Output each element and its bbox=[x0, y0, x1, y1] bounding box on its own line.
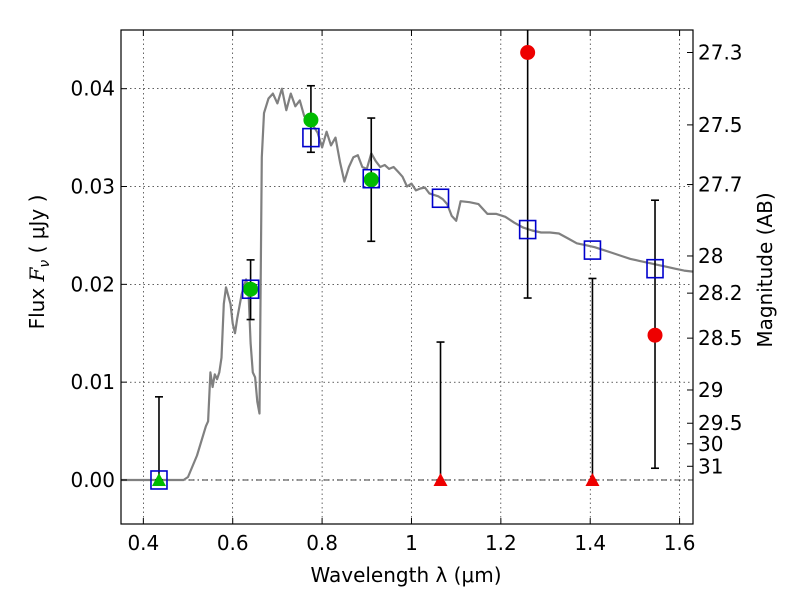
y-tick-label: 0.03 bbox=[70, 175, 115, 199]
model-point-marker bbox=[302, 127, 320, 148]
detection-limit-marker bbox=[151, 472, 166, 486]
right-tick-label: 29 bbox=[698, 378, 723, 402]
model-point-marker bbox=[646, 258, 664, 279]
y-tick-label: 0.00 bbox=[70, 468, 115, 492]
right-tick-label: 27.3 bbox=[698, 40, 743, 64]
right-tick-label: 31 bbox=[698, 454, 723, 478]
model-point-marker bbox=[150, 470, 168, 490]
x-tick-label: 1.4 bbox=[574, 531, 606, 555]
right-tick-label: 30 bbox=[698, 432, 723, 456]
y-tick-label: 0.01 bbox=[70, 370, 115, 394]
detection-marker bbox=[363, 172, 379, 188]
markers bbox=[150, 44, 664, 490]
plot-frame bbox=[120, 29, 694, 525]
x-tick-label: 0.4 bbox=[127, 531, 159, 555]
y-axis-label-symbol: F bbox=[25, 266, 49, 282]
model-spectrum-line bbox=[121, 87, 694, 482]
grid bbox=[121, 30, 693, 524]
x-axis-label: Wavelength λ (μm) bbox=[310, 563, 501, 587]
model-spectrum-group bbox=[121, 87, 694, 482]
model-point-marker bbox=[518, 219, 537, 240]
ticks bbox=[121, 30, 693, 524]
model-point-marker bbox=[431, 188, 450, 209]
red-point-marker bbox=[647, 327, 663, 343]
right-tick-label: 29.5 bbox=[698, 411, 743, 435]
detection-marker bbox=[303, 112, 319, 128]
y-axis-label: Flux Fν ( μJy ) bbox=[25, 195, 53, 330]
model-point-marker bbox=[583, 240, 602, 260]
y-tick-labels: 0.00 0.01 0.02 0.03 0.04 bbox=[70, 77, 115, 492]
y-axis-label-flux: Flux bbox=[25, 288, 49, 330]
red-point-marker bbox=[520, 44, 536, 60]
y-axis-label-units: ( μJy ) bbox=[25, 195, 49, 254]
right-tick-label: 27.7 bbox=[698, 173, 743, 197]
red-upper-limit-marker bbox=[433, 472, 448, 486]
x-tick-label: 1.6 bbox=[664, 531, 696, 555]
detection-marker bbox=[243, 281, 259, 297]
x-tick-label: 0.6 bbox=[217, 531, 249, 555]
x-tick-labels: 0.4 0.6 0.8 1 1.2 1.4 1.6 bbox=[127, 531, 695, 555]
model-point-marker bbox=[362, 168, 381, 189]
x-tick-label: 1 bbox=[405, 531, 418, 555]
y-tick-label: 0.04 bbox=[70, 77, 115, 101]
error-bars bbox=[154, 30, 660, 481]
right-tick-label: 28.2 bbox=[698, 281, 743, 305]
y-axis-label-subscript: ν bbox=[37, 260, 53, 268]
right-tick-label: 28.5 bbox=[698, 326, 743, 350]
right-axis-label: Magnitude (AB) bbox=[753, 192, 777, 347]
x-tick-label: 1.2 bbox=[485, 531, 517, 555]
red-upper-limit-marker bbox=[585, 472, 600, 486]
right-tick-label: 28 bbox=[698, 244, 723, 268]
model-point-marker bbox=[241, 279, 260, 300]
x-tick-label: 0.8 bbox=[306, 531, 338, 555]
right-tick-label: 27.5 bbox=[698, 113, 743, 137]
y-tick-label: 0.02 bbox=[70, 272, 115, 296]
